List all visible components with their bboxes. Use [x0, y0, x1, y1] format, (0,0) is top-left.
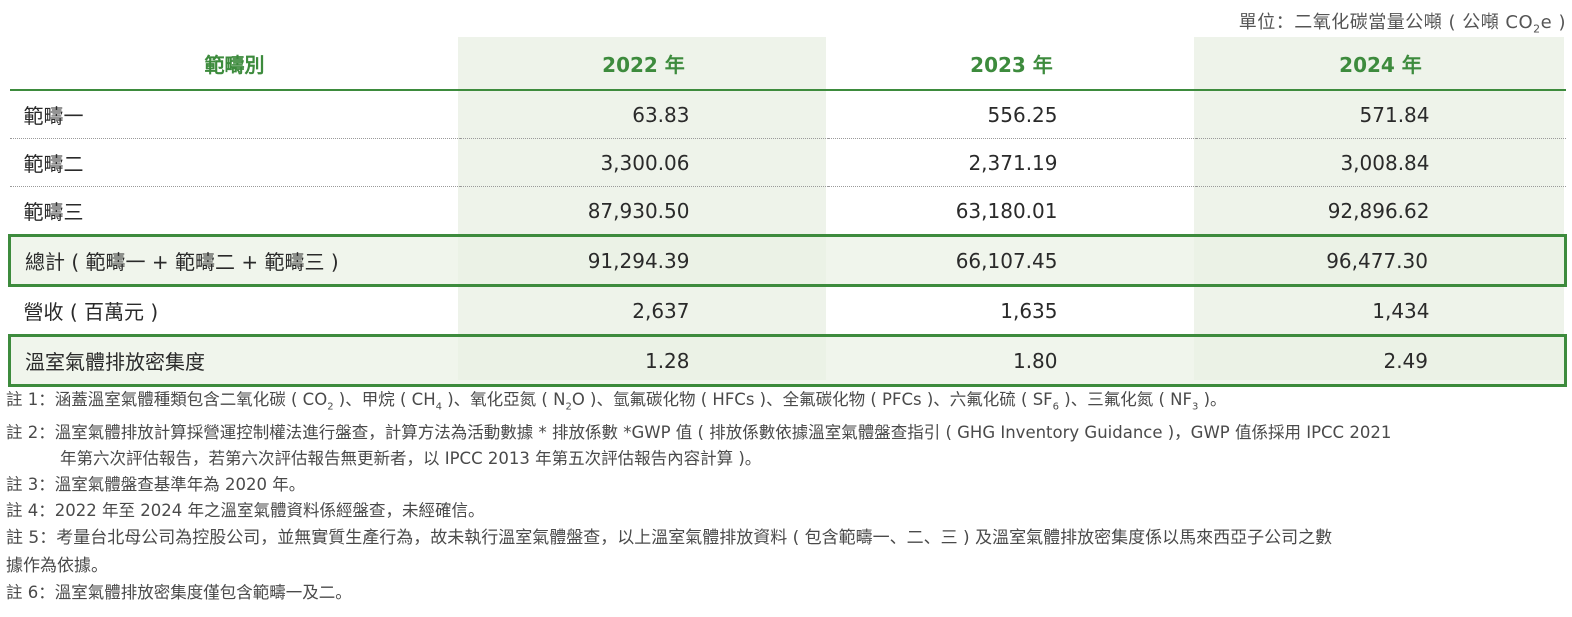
note-5: 註 5：考量台北母公司為控股公司，並無實質生產行為，故未執行溫室氣體盤查，以上溫…	[6, 528, 1333, 577]
cell-value: 1,434	[1372, 298, 1430, 323]
emissions-table-wrapper: 範疇別 2022 年 2023 年 2024 年 範疇一 63.83 556.2…	[8, 37, 1567, 387]
table-row: 範疇三 87,930.50 63,180.01 92,896.62	[9, 186, 1566, 236]
row-label: 範疇三	[9, 186, 460, 236]
row-label: 溫室氣體排放密集度	[8, 334, 460, 387]
row-label: 營收 ( 百萬元 )	[23, 300, 159, 324]
cell-value: 96,477.30	[1195, 234, 1567, 287]
header-category: 範疇別	[9, 37, 460, 91]
cell-value: 87,930.50	[459, 186, 828, 236]
cell-value: 66,107.45	[827, 234, 1196, 287]
header-2022: 2022 年	[459, 37, 828, 91]
table-row-intensity: 溫室氣體排放密集度 1.28 1.80 2.49	[8, 334, 1567, 387]
table-row: 營收 ( 百萬元 ) 2,637 1,635 1,434	[10, 286, 1566, 336]
row-label: 總計 ( 範疇一 + 範疇二 + 範疇三 )	[8, 234, 460, 287]
cell-value: 571.84	[1195, 90, 1566, 139]
note-6: 註 6：溫室氣體排放密集度僅包含範疇一及二。	[6, 583, 352, 603]
cell-value: 1.28	[459, 334, 828, 387]
row-label: 範疇一	[9, 90, 460, 139]
table-row-total: 總計 ( 範疇一 + 範疇二 + 範疇三 ) 91,294.39 66,107.…	[8, 234, 1567, 287]
emissions-table: 範疇別 2022 年 2023 年 2024 年 範疇一 63.83 556.2…	[8, 37, 1567, 387]
unit-label: 單位：二氧化碳當量公噸 ( 公噸 CO2e )	[1238, 12, 1566, 36]
note-3: 註 3：溫室氣體盤查基準年為 2020 年。	[6, 475, 306, 495]
cell-value: 91,294.39	[459, 234, 828, 287]
cell-value: 2.49	[1195, 334, 1567, 387]
note-1: 註 1：涵蓋溫室氣體種類包含二氧化碳 ( CO2 )、甲烷 ( CH4 )、氧化…	[6, 390, 1227, 413]
footnotes: 註 1：涵蓋溫室氣體種類包含二氧化碳 ( CO2 )、甲烷 ( CH4 )、氧化…	[6, 387, 1566, 606]
cell-value: 556.25	[827, 90, 1196, 139]
cell-value: 3,300.06	[459, 138, 828, 187]
cell-value: 2,371.19	[827, 138, 1196, 187]
cell-value: 63,180.01	[827, 186, 1196, 236]
cell-value: 1.80	[827, 334, 1196, 387]
cell-value: 63.83	[459, 90, 828, 139]
header-2023: 2023 年	[827, 37, 1196, 91]
cell-value: 3,008.84	[1195, 138, 1566, 187]
header-2024: 2024 年	[1195, 37, 1566, 91]
table-header-row: 範疇別 2022 年 2023 年 2024 年	[9, 37, 1566, 91]
table-row: 範疇一 63.83 556.25 571.84	[9, 90, 1566, 139]
note-4: 註 4：2022 年至 2024 年之溫室氣體資料係經盤查，未經確信。	[6, 501, 485, 521]
note-2: 註 2：溫室氣體排放計算採營運控制權法進行盤查，計算方法為活動數據 * 排放係數…	[6, 423, 1392, 469]
cell-value: 1,635	[1000, 298, 1058, 323]
table-row: 範疇二 3,300.06 2,371.19 3,008.84	[9, 138, 1566, 187]
cell-value: 2,637	[632, 298, 690, 323]
cell-value: 92,896.62	[1195, 186, 1566, 236]
row-label: 範疇二	[9, 138, 460, 187]
